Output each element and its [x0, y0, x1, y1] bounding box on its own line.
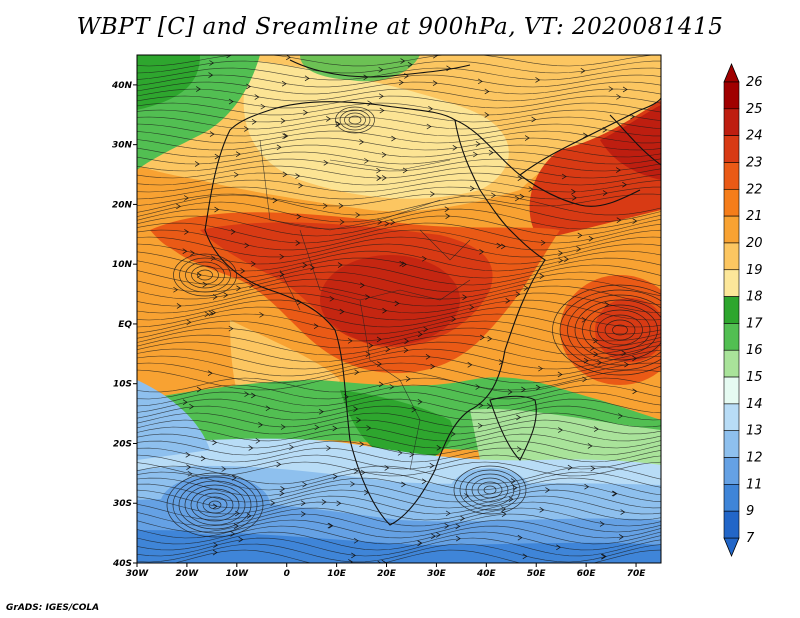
streamlines-layer — [137, 55, 661, 563]
colorbar-segment — [723, 484, 740, 512]
colorbar-level-label: 12 — [746, 451, 763, 466]
colorbar-segment — [723, 376, 740, 405]
colorbar-level-label: 11 — [746, 477, 763, 492]
lon-tick-label: 50E — [527, 569, 547, 579]
colorbar-segment — [723, 323, 740, 351]
colorbar-bottom-cap — [723, 537, 740, 558]
colorbar-segment — [723, 269, 740, 297]
longitude-axis: 30W 20W 10W 0 10E 20E 30E 40E 50E 60E 70E — [126, 563, 646, 579]
colorbar-level-label: 9 — [746, 504, 754, 519]
colorbar-level-label: 18 — [746, 290, 763, 305]
colorbar-segment — [723, 81, 740, 110]
colorbar-level-label: 16 — [746, 343, 763, 358]
lon-tick-label: 20E — [377, 569, 397, 579]
lat-tick-label: 30N — [112, 141, 133, 151]
credit-label: GrADS: IGES/COLA — [6, 603, 100, 613]
colorbar-level-label: 23 — [746, 155, 763, 170]
lat-tick-label: 40N — [111, 81, 133, 91]
map-frame — [136, 54, 662, 564]
lat-tick-label: 20S — [113, 439, 132, 449]
colorbar-segment — [723, 510, 740, 539]
colorbar-segment — [723, 403, 740, 432]
colorbar-level-label: 26 — [746, 75, 763, 90]
colorbar-segment — [723, 215, 740, 244]
colorbar-level-label: 20 — [746, 236, 763, 251]
colorbar-level-label: 7 — [746, 531, 755, 546]
wbpt-field — [137, 55, 661, 563]
colorbar-level-label: 15 — [746, 370, 763, 385]
colorbar-segment — [723, 296, 740, 324]
lon-tick-label: 10W — [226, 569, 250, 579]
colorbar-top-cap — [723, 62, 740, 83]
lon-tick-label: 70E — [627, 569, 647, 579]
lon-tick-label: 0 — [284, 569, 290, 579]
colorbar-level-label: 22 — [746, 182, 763, 197]
lon-tick-label: 20W — [176, 569, 200, 579]
colorbar-segment — [723, 457, 740, 485]
lat-tick-label: EQ — [118, 320, 132, 330]
colorbar-segment — [723, 108, 740, 136]
country-borders — [259, 139, 471, 471]
lat-tick-label: 10N — [112, 260, 133, 270]
lon-tick-label: 40E — [476, 569, 497, 579]
lat-tick-label: 30S — [113, 499, 132, 509]
colorbar-level-label: 21 — [746, 209, 763, 224]
lat-tick-label: 40S — [112, 559, 132, 569]
colorbar-segment — [723, 242, 740, 271]
map-title: WBPT [C] and Sreamline at 900hPa, VT: 20… — [76, 14, 724, 40]
lon-tick-label: 10E — [327, 569, 347, 579]
lon-tick-label: 60E — [577, 569, 597, 579]
lat-tick-label: 10S — [113, 380, 132, 390]
colorbar-segment — [723, 188, 740, 217]
colorbar-level-label: 14 — [746, 397, 763, 412]
colorbar-level-label: 19 — [746, 263, 763, 278]
latitude-axis: 40N 30N 20N 10N EQ 10S 20S 30S 40S — [111, 81, 137, 569]
lat-tick-label: 20N — [112, 200, 133, 210]
colorbar-level-label: 25 — [746, 102, 763, 117]
lon-tick-label: 30E — [427, 569, 447, 579]
colorbar-segment — [723, 349, 740, 378]
colorbar: 26 25 24 23 22 21 20 19 18 17 16 15 14 13 12 11 9 7 — [723, 62, 763, 558]
colorbar-level-label: 13 — [746, 424, 763, 439]
colorbar-segment — [723, 430, 740, 458]
colorbar-level-label: 24 — [746, 129, 763, 144]
colorbar-level-label: 17 — [746, 316, 763, 331]
colorbar-segment — [723, 135, 740, 163]
colorbar-segment — [723, 162, 740, 190]
lon-tick-label: 30W — [126, 569, 150, 579]
